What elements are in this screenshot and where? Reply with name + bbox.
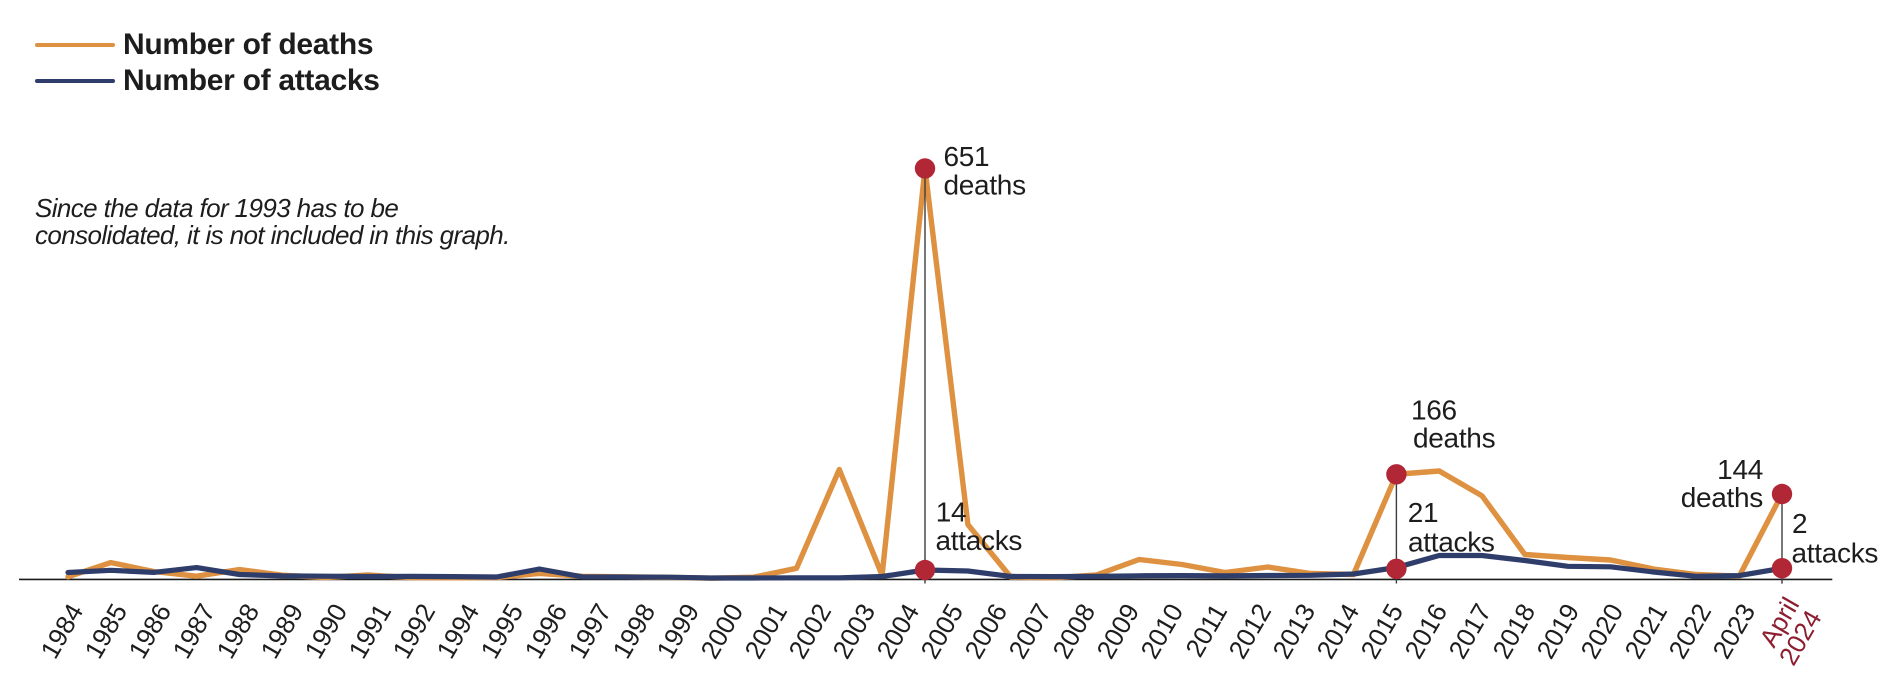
svg-text:attacks: attacks [1408,526,1495,557]
svg-text:attacks: attacks [1792,537,1879,568]
svg-text:consolidated, it is not includ: consolidated, it is not included in this… [35,220,510,250]
svg-text:2: 2 [1792,508,1807,539]
svg-text:deaths: deaths [1413,422,1495,453]
svg-text:651: 651 [944,141,990,172]
svg-text:deaths: deaths [944,169,1026,200]
svg-text:Number of attacks: Number of attacks [123,64,380,97]
svg-text:Since the data for 1993 has to: Since the data for 1993 has to be [35,193,398,223]
svg-text:Number of deaths: Number of deaths [123,28,373,61]
svg-text:attacks: attacks [936,525,1023,556]
svg-text:144: 144 [1717,454,1763,485]
svg-text:21: 21 [1408,497,1439,528]
svg-text:166: 166 [1411,395,1457,426]
svg-text:deaths: deaths [1681,482,1763,513]
svg-text:14: 14 [936,497,967,528]
